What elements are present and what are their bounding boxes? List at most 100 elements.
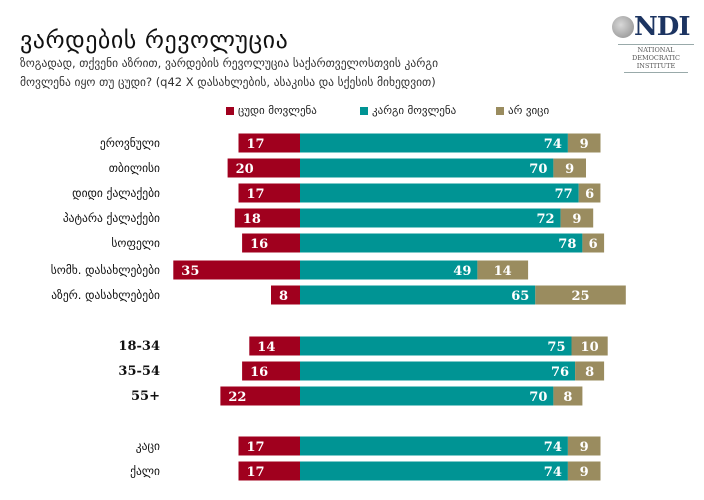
value-label-bad: 16 <box>250 365 268 380</box>
row-label: 55+ <box>131 389 160 404</box>
bar-good <box>300 386 554 406</box>
value-label-dont-know: 9 <box>580 465 589 480</box>
value-label-dont-know: 14 <box>494 264 512 279</box>
value-label-bad: 17 <box>247 137 265 152</box>
value-label-good: 74 <box>544 440 562 455</box>
bar-dont-know <box>567 461 601 481</box>
row-label: სოფელი <box>111 236 160 250</box>
value-label-good: 78 <box>558 237 576 252</box>
logo-subtitle: NATIONAL DEMOCRATIC INSTITUTE <box>618 46 694 70</box>
value-label-dont-know: 25 <box>571 289 589 304</box>
bar-bad <box>227 158 300 178</box>
logo-line-3: INSTITUTE <box>636 62 676 70</box>
value-label-good: 65 <box>511 289 529 304</box>
bar-bad <box>238 183 300 203</box>
row-label: 35-54 <box>118 364 160 379</box>
row-label: თბილისი <box>109 161 160 175</box>
bar-bad <box>238 133 300 153</box>
value-label-good: 49 <box>453 264 471 279</box>
value-label-bad: 35 <box>181 264 199 279</box>
value-label-bad: 22 <box>228 390 246 405</box>
legend-label-dont-know: არ ვიცი <box>508 104 550 117</box>
subtitle-line-2: მოვლენა იყო თუ ცუდი? (q42 X დასახლების, … <box>20 75 436 89</box>
value-label-dont-know: 8 <box>563 390 572 405</box>
value-label-bad: 17 <box>247 440 265 455</box>
chart-title: ვარდების რევოლუცია <box>20 26 289 54</box>
row-label: დიდი ქალაქები <box>72 186 160 200</box>
value-label-dont-know: 9 <box>580 440 589 455</box>
bar-good <box>300 208 561 228</box>
bar-dont-know <box>553 386 583 406</box>
value-label-bad: 20 <box>236 162 254 177</box>
bar-bad <box>220 386 300 406</box>
value-label-dont-know: 9 <box>572 212 581 227</box>
legend-label-bad: ცუდი მოვლენა <box>238 104 317 117</box>
bar-good <box>300 183 579 203</box>
row-label: სომხ. დასახლებები <box>51 263 160 277</box>
value-label-bad: 17 <box>247 187 265 202</box>
value-label-good: 75 <box>547 340 565 355</box>
bar-dont-know <box>578 183 601 203</box>
value-label-good: 77 <box>555 187 573 202</box>
value-label-dont-know: 10 <box>581 340 599 355</box>
value-label-bad: 8 <box>279 289 288 304</box>
logo-divider-bottom <box>624 72 688 73</box>
bar-bad <box>242 361 300 381</box>
logo-acronym: NDI <box>634 12 690 42</box>
value-label-good: 70 <box>529 162 547 177</box>
globe-icon <box>612 16 634 38</box>
row-label: პატარა ქალაქები <box>63 211 160 225</box>
legend-item-good: კარგი მოვლენა <box>360 104 456 117</box>
value-label-good: 72 <box>537 212 555 227</box>
bar-dont-know <box>567 436 601 456</box>
bar-bad <box>238 436 300 456</box>
bar-bad <box>249 336 300 356</box>
value-label-bad: 18 <box>243 212 261 227</box>
bar-dont-know <box>553 158 586 178</box>
row-label: 18-34 <box>118 339 160 354</box>
legend-swatch-good <box>360 106 368 115</box>
bar-good <box>300 285 536 305</box>
bar-bad <box>234 208 300 228</box>
ndi-logo: NDI NATIONAL DEMOCRATIC INSTITUTE <box>612 10 698 73</box>
bar-good <box>300 436 568 456</box>
value-label-dont-know: 9 <box>565 162 574 177</box>
value-label-dont-know: 8 <box>585 365 594 380</box>
row-label: ეროვნული <box>100 136 160 150</box>
logo-line-1: NATIONAL <box>637 46 675 54</box>
legend-swatch-dont-know <box>496 106 504 115</box>
subtitle-line-1: ზოგადად, თქვენი აზრით, ვარდების რევოლუცი… <box>20 56 439 70</box>
value-label-dont-know: 9 <box>580 137 589 152</box>
value-label-good: 70 <box>529 390 547 405</box>
bar-good <box>300 461 568 481</box>
value-label-good: 74 <box>544 137 562 152</box>
legend-label-good: კარგი მოვლენა <box>372 104 457 117</box>
bar-dont-know <box>567 133 601 153</box>
chart-legend: ცუდი მოვლენა კარგი მოვლენა არ ვიცი <box>0 104 704 120</box>
bar-bad <box>238 461 300 481</box>
bar-dont-know <box>477 260 529 280</box>
logo-divider <box>618 44 694 45</box>
bar-dont-know <box>571 336 608 356</box>
value-label-dont-know: 6 <box>589 237 598 252</box>
row-label: ქალი <box>130 464 160 478</box>
legend-item-bad: ცუდი მოვლენა <box>226 104 317 117</box>
bar-dont-know <box>575 361 605 381</box>
legend-item-dont-know: არ ვიცი <box>496 104 549 117</box>
value-label-dont-know: 6 <box>585 187 594 202</box>
legend-swatch-bad <box>226 106 234 115</box>
bar-dont-know <box>535 285 626 305</box>
value-label-bad: 14 <box>257 340 275 355</box>
value-label-bad: 16 <box>250 237 268 252</box>
bar-good <box>300 336 572 356</box>
value-label-bad: 17 <box>247 465 265 480</box>
bar-good <box>300 260 478 280</box>
bar-good <box>300 233 583 253</box>
bar-good <box>300 361 576 381</box>
bar-good <box>300 133 568 153</box>
bar-bad <box>173 260 300 280</box>
bar-bad <box>271 285 300 305</box>
bar-dont-know <box>582 233 605 253</box>
row-label: კაცი <box>136 439 160 453</box>
